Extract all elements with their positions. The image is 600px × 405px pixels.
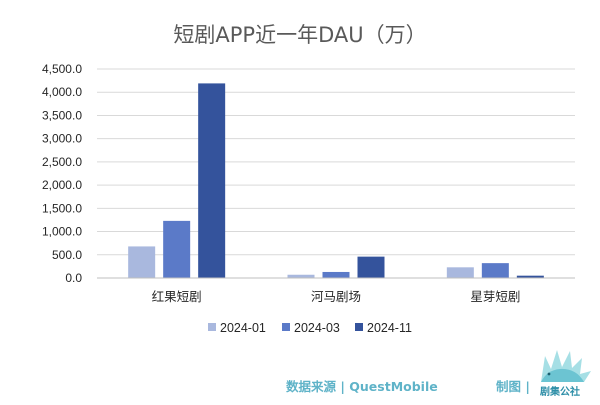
bar <box>287 274 315 278</box>
chart-maker-text: 制图 | <box>496 379 530 394</box>
y-tick-label: 2,500.0 <box>42 155 82 169</box>
x-category-label: 河马剧场 <box>311 289 361 304</box>
legend-swatch <box>355 323 363 331</box>
legend-label: 2024-03 <box>294 321 340 335</box>
legend-label: 2024-11 <box>367 321 412 335</box>
bar <box>322 271 350 278</box>
legend-label: 2024-01 <box>220 321 266 335</box>
legend-swatch <box>282 323 290 331</box>
legend: 2024-01 2024-03 2024-11 <box>208 321 412 335</box>
bar <box>357 256 385 278</box>
data-source-text: 数据来源 | QuestMobile <box>285 379 438 394</box>
bar <box>516 275 544 278</box>
y-tick-label: 4,000.0 <box>42 85 82 99</box>
hedgehog-logo-icon <box>541 350 591 382</box>
x-category-label: 红果短剧 <box>152 289 202 304</box>
y-tick-label: 4,500.0 <box>42 62 82 76</box>
y-axis-ticks: 0.0 500.0 1,000.0 1,500.0 2,000.0 2,500.0 3,00… <box>42 62 82 285</box>
bar <box>163 220 191 278</box>
y-tick-label: 3,500.0 <box>42 108 82 122</box>
y-tick-label: 3,000.0 <box>42 132 82 146</box>
bars <box>128 83 544 278</box>
y-tick-label: 2,000.0 <box>42 178 82 192</box>
chart-title: 短剧APP近一年DAU（万） <box>173 23 426 47</box>
y-tick-label: 0.0 <box>65 271 82 285</box>
bar <box>481 263 509 278</box>
y-tick-label: 1,000.0 <box>42 225 82 239</box>
y-tick-label: 1,500.0 <box>42 201 82 215</box>
x-axis-labels: 红果短剧 河马剧场 星芽短剧 <box>152 289 521 304</box>
logo-text: 剧集公社 <box>540 385 580 398</box>
legend-swatch <box>208 323 216 331</box>
x-category-label: 星芽短剧 <box>470 289 520 304</box>
bar <box>446 267 474 278</box>
y-tick-label: 500.0 <box>52 248 82 262</box>
bar <box>198 83 226 278</box>
bar <box>128 246 156 278</box>
